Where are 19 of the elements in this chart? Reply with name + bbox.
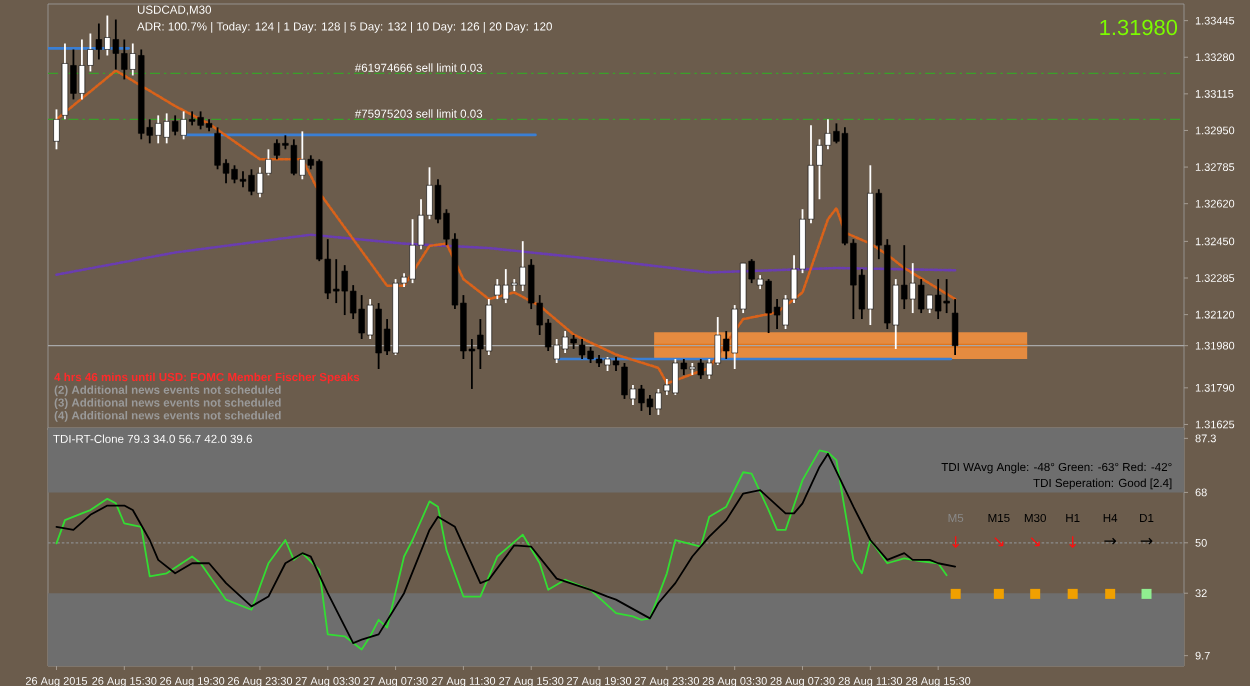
candlestick: [53, 108, 60, 151]
annotation: 1.31980: [1100, 19, 1178, 36]
candlestick: [578, 338, 586, 360]
candlestick: [239, 170, 247, 189]
candlestick: [273, 138, 281, 161]
candlestick: [171, 114, 179, 137]
candlestick: [290, 138, 298, 177]
candlestick: [646, 394, 654, 416]
line-series: [55, 233, 957, 276]
candlestick: [78, 38, 86, 101]
candlestick: [943, 278, 950, 314]
candlestick: [621, 362, 628, 400]
candlestick: [951, 298, 959, 356]
candlestick: [256, 166, 264, 199]
candlestick: [934, 278, 942, 320]
candlestick: [95, 22, 103, 61]
candlestick: [494, 278, 501, 300]
candlestick: [485, 298, 493, 356]
candlestick: [561, 330, 569, 354]
